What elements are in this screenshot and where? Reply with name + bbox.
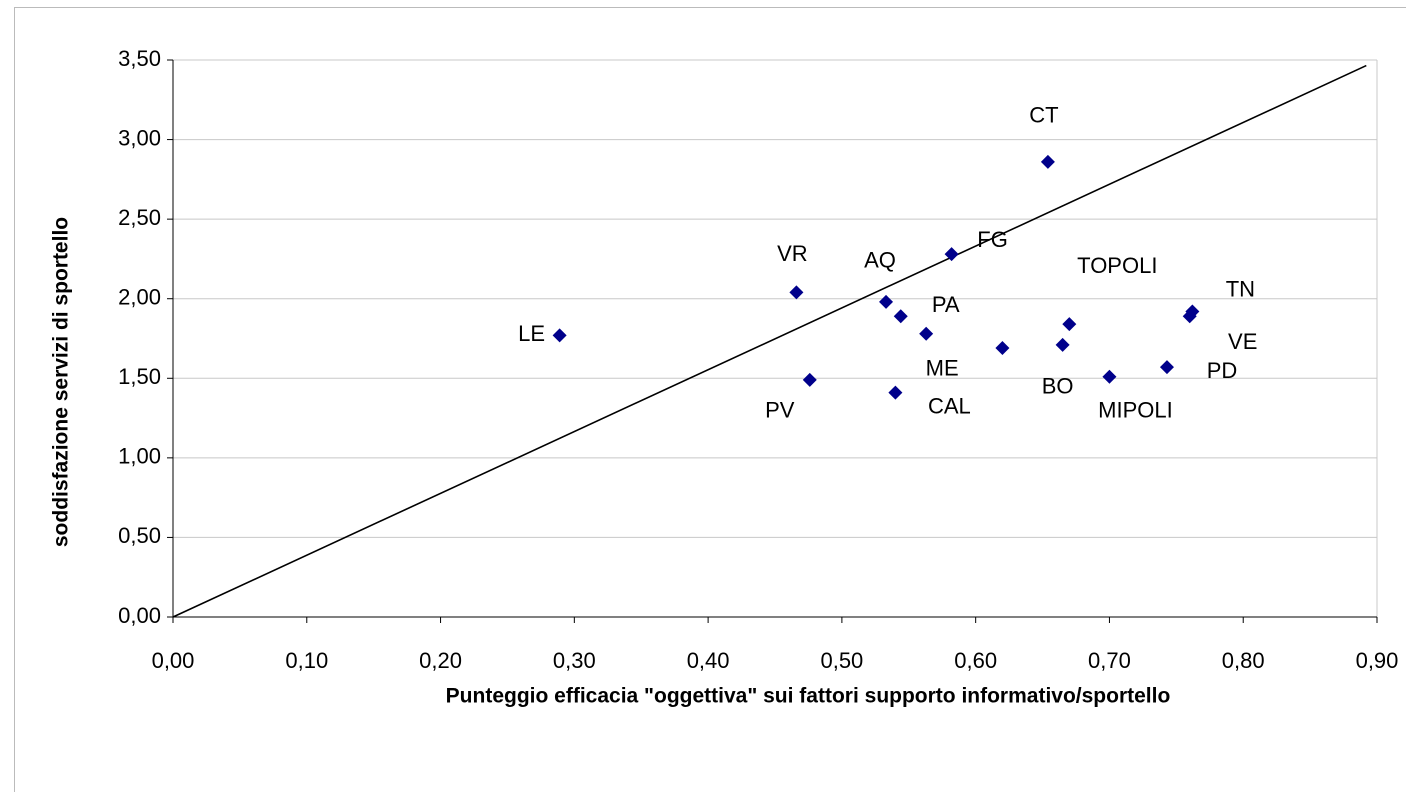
point-label: FG [977, 227, 1008, 252]
point-label: PD [1207, 358, 1238, 383]
x-tick-label: 0,20 [419, 648, 462, 673]
y-tick-label: 2,50 [118, 205, 161, 230]
y-axis-title: soddisfazione servizi di sportello [50, 217, 73, 547]
point [789, 285, 804, 300]
point [919, 326, 934, 341]
point [1040, 154, 1055, 169]
point-label: BO [1042, 374, 1074, 399]
point-label: CT [1029, 103, 1058, 128]
y-tick-label: 2,00 [118, 285, 161, 310]
point [552, 328, 567, 343]
y-tick-label: 3,50 [118, 46, 161, 71]
y-tick-label: 1,50 [118, 364, 161, 389]
point-label: PV [765, 398, 795, 423]
point [1185, 304, 1200, 319]
point [1159, 360, 1174, 375]
point [879, 294, 894, 309]
point [1102, 369, 1117, 384]
point [802, 372, 817, 387]
x-tick-label: 0,60 [954, 648, 997, 673]
point [893, 309, 908, 324]
y-tick-label: 0,00 [118, 603, 161, 628]
point-label: TN [1226, 276, 1255, 301]
point-label: LE [518, 321, 545, 346]
y-tick-label: 3,00 [118, 125, 161, 150]
x-tick-label: 0,40 [687, 648, 730, 673]
x-tick-label: 0,90 [1356, 648, 1399, 673]
point-label: MIPOLI [1098, 398, 1173, 423]
point [944, 247, 959, 262]
point [1062, 317, 1077, 332]
x-axis-title: Punteggio efficacia "oggettiva" sui fatt… [446, 685, 1171, 708]
chart-border [14, 7, 1406, 792]
point [888, 385, 903, 400]
point-label: VE [1228, 329, 1257, 354]
point-label: PA [932, 292, 960, 317]
x-tick-label: 0,50 [820, 648, 863, 673]
y-tick-label: 1,00 [118, 444, 161, 469]
point-label: TOPOLI [1077, 253, 1157, 278]
x-tick-label: 0,30 [553, 648, 596, 673]
x-tick-label: 0,10 [285, 648, 328, 673]
point [995, 341, 1010, 356]
point-label: ME [926, 356, 959, 381]
point-label: VR [777, 241, 808, 266]
y-tick-label: 0,50 [118, 523, 161, 548]
point-label: AQ [864, 248, 896, 273]
reference-line [172, 64, 1367, 618]
x-tick-label: 0,80 [1222, 648, 1265, 673]
x-tick-label: 0,70 [1088, 648, 1131, 673]
point [1055, 337, 1070, 352]
point-label: CAL [928, 393, 971, 418]
x-tick-label: 0,00 [152, 648, 195, 673]
